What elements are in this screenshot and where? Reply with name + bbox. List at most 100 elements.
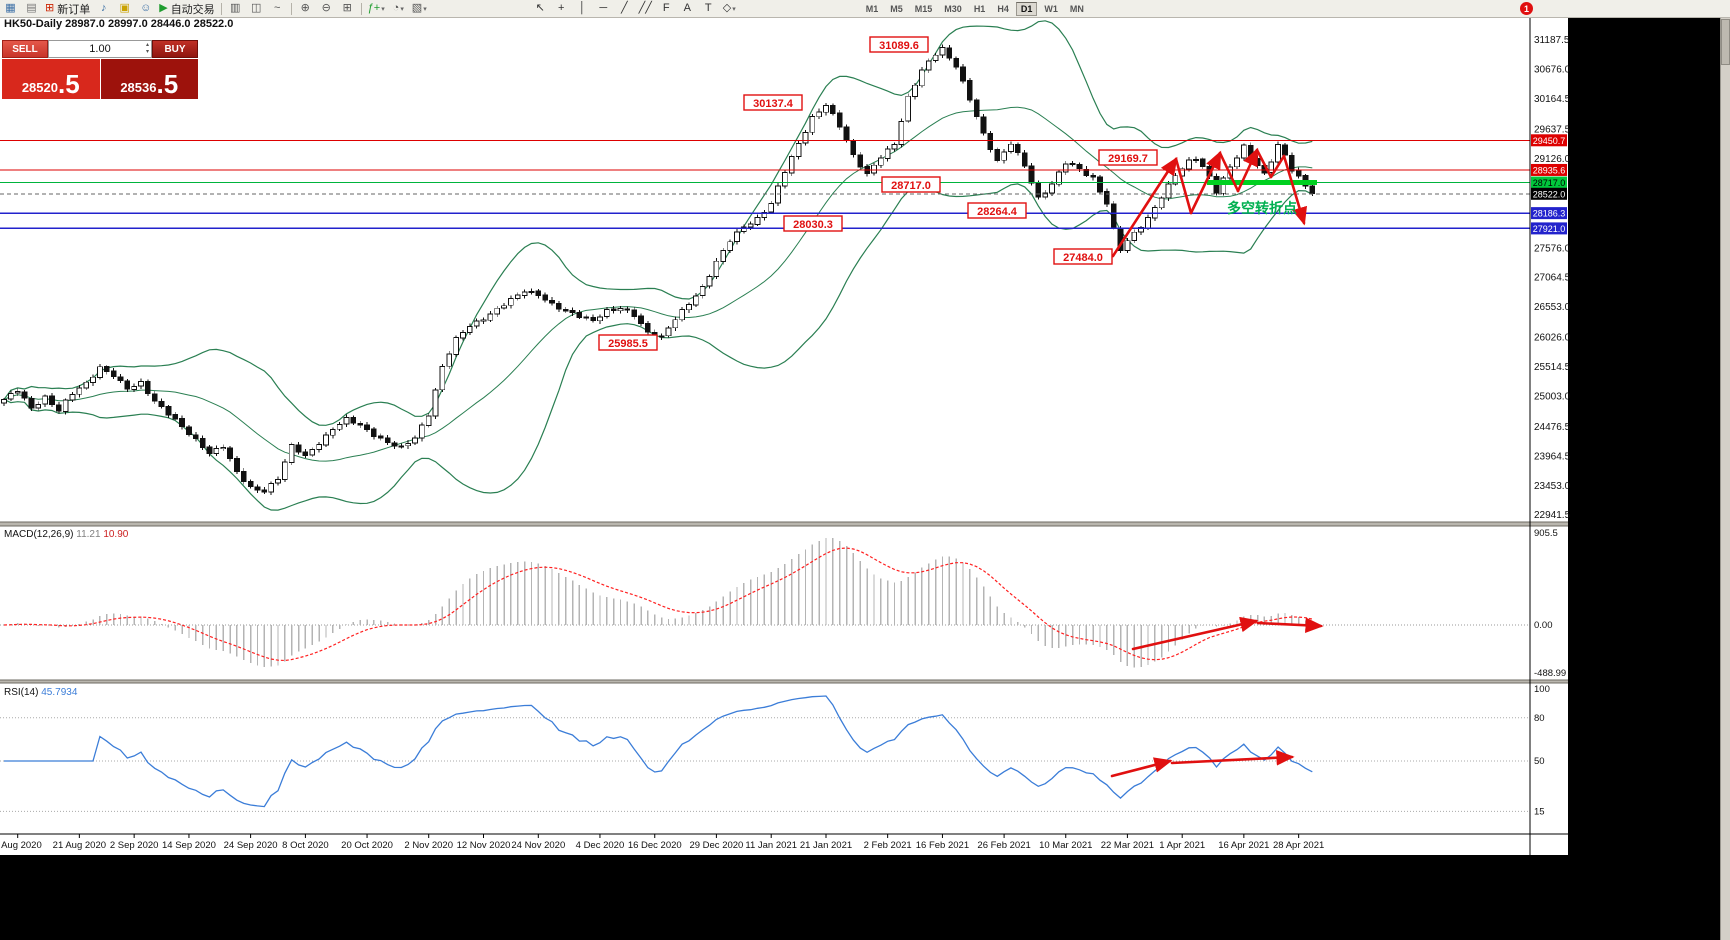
timeframe-w1[interactable]: W1: [1044, 3, 1058, 14]
panel-splitter[interactable]: [0, 522, 1568, 526]
volume-field[interactable]: 1.00 ▴ ▾: [48, 40, 152, 58]
trend-arrows-rsi[interactable]: [1110, 749, 1295, 778]
timeframe-m5[interactable]: M5: [890, 3, 903, 14]
tile-windows-icon[interactable]: ⊞: [338, 1, 357, 16]
price-axis-badge: [1531, 134, 1567, 147]
cursor-icon[interactable]: ↖: [531, 1, 550, 16]
zoom-out-icon[interactable]: ⊖: [317, 1, 336, 16]
buy-price[interactable]: 28536.5: [100, 59, 198, 99]
price-axis-label: 22941.5: [1534, 510, 1571, 521]
chevron-down-icon[interactable]: ▾: [423, 5, 427, 13]
price-flag-label: 28717.0: [891, 180, 931, 192]
price-chart[interactable]: 31089.6 30137.4 29169.7 28717.0 28264.4 28030…: [0, 17, 1730, 855]
time-axis-label: 1 Aug 2020: [0, 840, 42, 851]
trend-arrows-main[interactable]: [1111, 147, 1308, 258]
shapes-icon[interactable]: ◇ ▾: [720, 1, 739, 16]
price-axis-badge: [1531, 222, 1567, 235]
fibonacci-icon[interactable]: F: [657, 1, 676, 16]
bar-chart-icon[interactable]: ▥: [226, 1, 245, 16]
timeframe-h4[interactable]: H4: [997, 3, 1009, 14]
chevron-down-icon[interactable]: ▾: [400, 5, 404, 13]
timeframe-d1[interactable]: D1: [1015, 1, 1038, 16]
price-axis[interactable]: 31187.5 30676.0 30164.5 29637.5 29126.0 27576…: [1531, 35, 1571, 817]
price-flag-box[interactable]: [743, 94, 803, 111]
line-chart-icon[interactable]: ~: [268, 1, 287, 16]
new-chart-icon[interactable]: ▦: [1, 1, 20, 16]
buy-button[interactable]: BUY: [152, 40, 198, 58]
bar-chart-icon: ▥: [229, 2, 241, 14]
price-flag-box[interactable]: [783, 215, 843, 232]
timeframe-mn[interactable]: MN: [1069, 3, 1084, 14]
sound-icon: ♪: [100, 2, 107, 14]
vertical-line-icon[interactable]: │: [573, 1, 592, 16]
timeframe-m15[interactable]: M15: [914, 3, 933, 14]
price-flags[interactable]: 31089.6 30137.4 29169.7 28717.0 28264.4 28030…: [598, 36, 1158, 351]
candlestick-chart-icon[interactable]: ◫: [247, 1, 266, 16]
price-flag-box[interactable]: [881, 176, 941, 193]
notification-badge[interactable]: 1: [1520, 2, 1533, 15]
time-axis-label: 2 Nov 2020: [404, 840, 453, 851]
buy-price-main: 28536: [120, 79, 157, 95]
volume-down-button[interactable]: ▾: [145, 49, 149, 55]
new-order-button[interactable]: ⊞ 新订单: [43, 1, 92, 16]
shapes-icon: ◇: [722, 2, 732, 14]
scrollbar-thumb[interactable]: [1721, 19, 1730, 65]
price-flag-label: 28030.3: [793, 219, 833, 231]
time-axis-label: 29 Dec 2020: [689, 840, 743, 851]
main-toolbar: ▦ ▤ ⊞ 新订单 ♪ ▣ ☺ ▶ 自动交易 ▥ ◫ ~ ⊕ ⊖ ⊞ ƒ+ ▾ ◔ ▾ ▧ ▾ ↖ + │ ─ ╱ ╱╱ F A T ◇ ▾ M…: [0, 0, 1730, 18]
panel-splitter[interactable]: [0, 680, 1568, 683]
time-axis-label: 4 Dec 2020: [576, 840, 625, 851]
sell-button[interactable]: SELL: [2, 40, 48, 58]
profiles-icon[interactable]: ▤: [22, 1, 41, 16]
auto-trading-button: ▶: [159, 2, 168, 14]
time-axis-label: 28 Apr 2021: [1273, 840, 1324, 851]
crosshair-icon: +: [558, 2, 565, 14]
volume-up-button[interactable]: ▴: [145, 42, 149, 48]
text-icon[interactable]: A: [678, 1, 697, 16]
line-chart-icon: ~: [273, 2, 281, 14]
horizontal-line-icon[interactable]: ─: [594, 1, 613, 16]
vertical-scrollbar[interactable]: [1720, 17, 1730, 940]
templates-icon[interactable]: ▧ ▾: [410, 1, 429, 16]
channel-icon[interactable]: ╱╱: [636, 1, 655, 16]
text-icon: A: [683, 2, 691, 14]
zoom-in-icon[interactable]: ⊕: [296, 1, 315, 16]
timeframe-m30[interactable]: M30: [944, 3, 962, 14]
time-axis-label: 12 Nov 2020: [457, 840, 511, 851]
toolbar-separator: [290, 2, 292, 15]
indicators-icon[interactable]: ƒ+ ▾: [366, 1, 387, 16]
price-flag-box[interactable]: [1098, 149, 1158, 166]
label-icon[interactable]: T: [699, 1, 718, 16]
auto-trading-button[interactable]: ▶ 自动交易: [157, 1, 216, 16]
timeframe-h1[interactable]: H1: [973, 3, 986, 14]
rsi-axis-label: 100: [1534, 684, 1550, 695]
sell-price-pips: .5: [57, 68, 80, 99]
crosshair-icon[interactable]: +: [552, 1, 571, 16]
news-icon[interactable]: ▣: [115, 1, 134, 16]
chevron-down-icon[interactable]: ▾: [381, 5, 385, 13]
community-icon[interactable]: ☺: [136, 1, 155, 16]
sell-price[interactable]: 28520.5: [2, 59, 100, 99]
turning-point-note[interactable]: 多空转折点: [1227, 200, 1297, 216]
price-axis-label: 31187.5: [1534, 35, 1570, 46]
one-click-trading-panel: SELL 1.00 ▴ ▾ BUY 28520.5 28536.5: [2, 40, 198, 99]
chevron-down-icon[interactable]: ▾: [732, 5, 736, 13]
zoom-in-icon: ⊕: [300, 2, 310, 14]
price-axis-badge-label: 28717.0: [1533, 178, 1566, 188]
timeframe-m1[interactable]: M1: [865, 3, 879, 14]
price-flag-box[interactable]: [598, 334, 658, 351]
periods-icon[interactable]: ◔ ▾: [389, 1, 408, 16]
time-axis-label: 16 Feb 2021: [916, 840, 969, 851]
price-flag-box[interactable]: [869, 36, 929, 53]
price-flag-box[interactable]: [967, 202, 1027, 219]
trend-arrows-macd[interactable]: [1131, 616, 1324, 651]
trendline-icon[interactable]: ╱: [615, 1, 634, 16]
rsi-axis-label: 80: [1534, 713, 1545, 724]
time-axis-label: 1 Apr 2021: [1159, 840, 1205, 851]
sound-icon[interactable]: ♪: [94, 1, 113, 16]
volume-value[interactable]: 1.00: [89, 43, 111, 55]
price-axis-badge-label: 29450.7: [1533, 136, 1566, 146]
price-flag-box[interactable]: [1053, 248, 1113, 265]
